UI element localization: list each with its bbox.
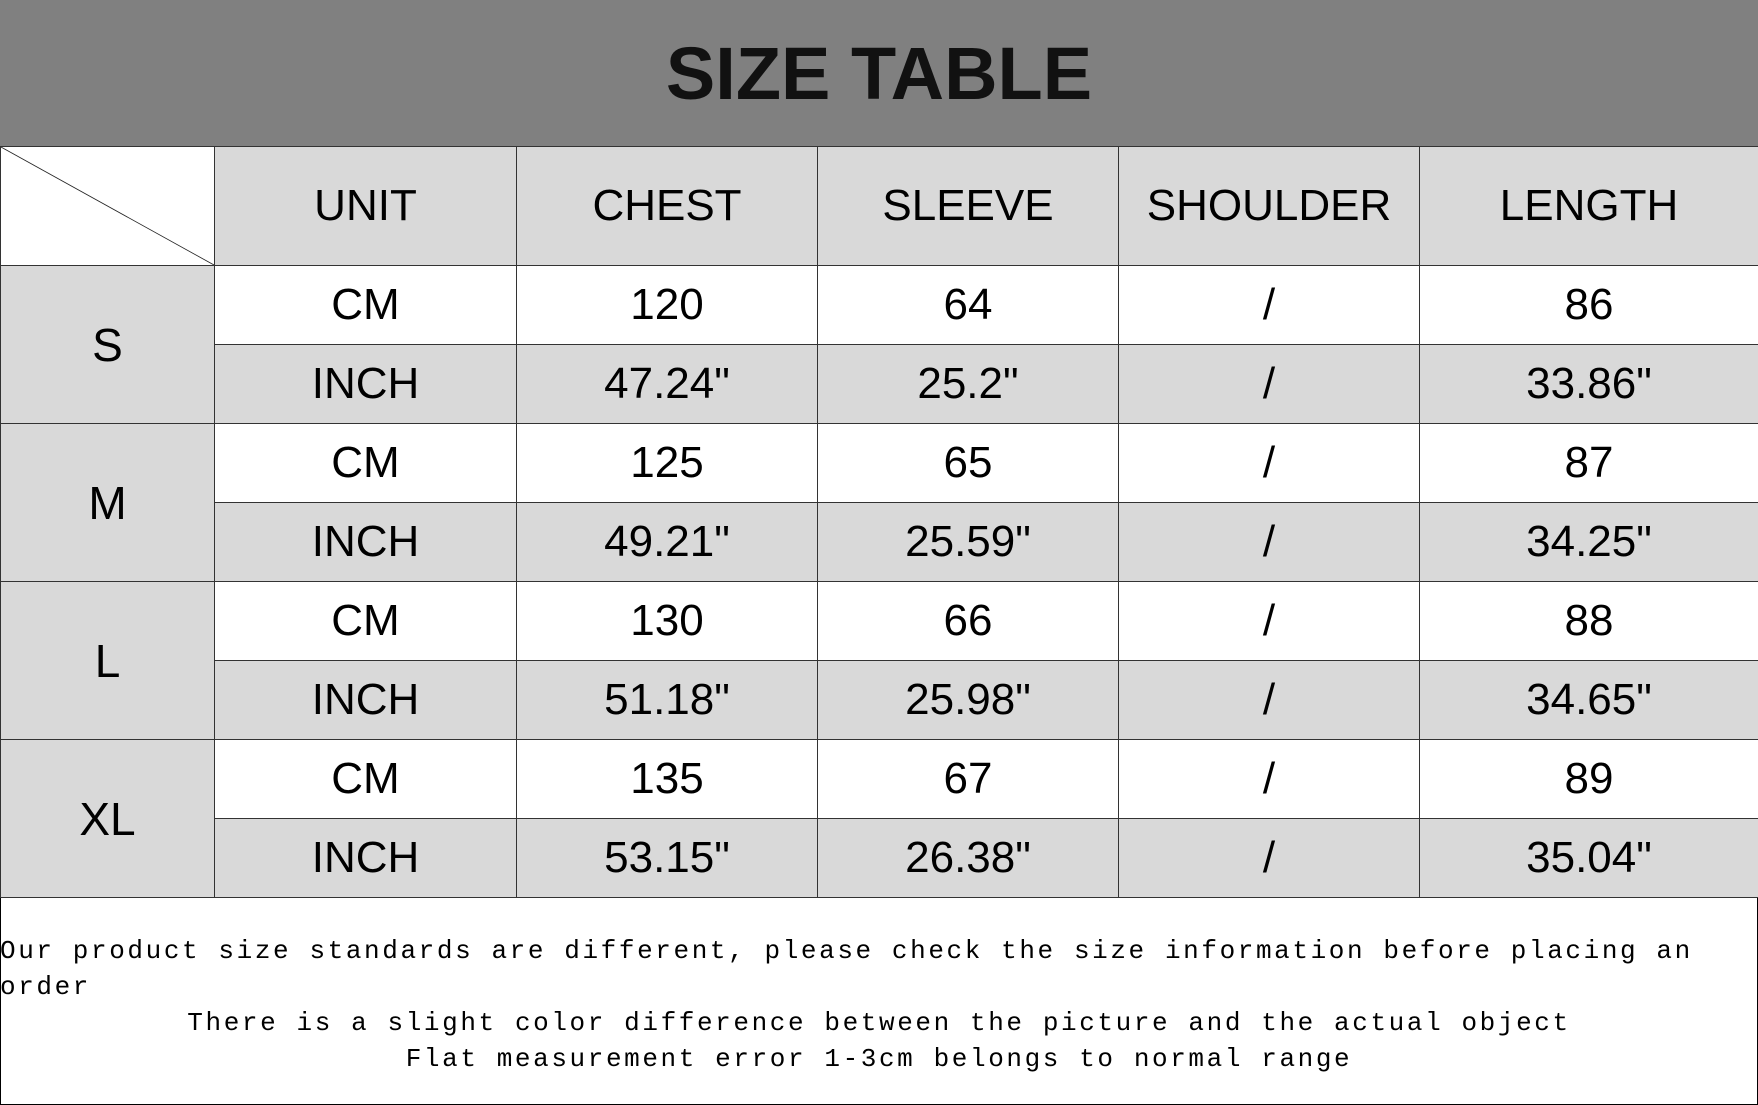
corner-cell xyxy=(0,146,215,266)
table-row: XL CM 135 67/89 xyxy=(0,739,1758,898)
value-cell: 53.15" xyxy=(516,818,818,898)
value-cell: 120 xyxy=(516,265,818,345)
value-cell: 25.2" xyxy=(817,344,1119,424)
value-cell: 88 xyxy=(1419,581,1758,661)
value-cell: / xyxy=(1118,739,1420,819)
value-cell: 64 xyxy=(817,265,1119,345)
value-cell: 26.38" xyxy=(817,818,1119,898)
page-title: SIZE TABLE xyxy=(0,0,1758,148)
value-cell: 49.21" xyxy=(516,502,818,582)
table-row: INCH 49.21" 25.59"/34.25" xyxy=(1,502,1758,582)
note: Flat measurement error 1-3cm belongs to … xyxy=(405,1044,1353,1074)
header-chest: CHEST xyxy=(516,146,818,266)
size-label: M xyxy=(0,423,215,582)
unit-cell: INCH xyxy=(214,502,517,582)
unit-cell: CM xyxy=(214,265,517,345)
size-table: UNIT CHEST SLEEVE SHOULDER LENGTH S CM 120… xyxy=(0,146,1758,898)
value-cell: 33.86" xyxy=(1419,344,1758,424)
value-cell: 25.98" xyxy=(817,660,1119,740)
table-row: INCH 51.18" 25.98"/34.65" xyxy=(1,660,1758,740)
table-row: M CM 125 65/87 xyxy=(0,423,1758,582)
value-cell: 47.24" xyxy=(516,344,818,424)
unit-cell: INCH xyxy=(214,660,517,740)
footer-notes: Our product size standards are different… xyxy=(0,907,1758,1103)
value-cell: 35.04" xyxy=(1419,818,1758,898)
unit-cell: CM xyxy=(214,581,517,661)
value-cell: 34.25" xyxy=(1419,502,1758,582)
value-cell: 67 xyxy=(817,739,1119,819)
value-cell: / xyxy=(1118,502,1420,582)
value-cell: 51.18" xyxy=(516,660,818,740)
value-cell: / xyxy=(1118,581,1420,661)
note: Our product size standards are different… xyxy=(0,936,1693,1002)
table-row: INCH 47.24" 25.2"/33.86" xyxy=(1,344,1758,424)
value-cell: 66 xyxy=(817,581,1119,661)
value-cell: 65 xyxy=(817,423,1119,503)
value-cell: 86 xyxy=(1419,265,1758,345)
value-cell: / xyxy=(1118,423,1420,503)
value-cell: 25.59" xyxy=(817,502,1119,582)
header-length: LENGTH xyxy=(1419,146,1758,266)
value-cell: 89 xyxy=(1419,739,1758,819)
value-cell: 130 xyxy=(516,581,818,661)
note: There is a slight color difference betwe… xyxy=(187,1008,1571,1038)
value-cell: / xyxy=(1118,660,1420,740)
unit-cell: INCH xyxy=(214,344,517,424)
size-label: S xyxy=(0,265,215,424)
table-row: L CM 130 66/88 xyxy=(0,581,1758,740)
table-row: S CM 120 64/86 xyxy=(0,265,1758,424)
header-sleeve: SLEEVE xyxy=(817,146,1119,266)
value-cell: 87 xyxy=(1419,423,1758,503)
unit-cell: CM xyxy=(214,739,517,819)
size-label: XL xyxy=(0,739,215,898)
unit-cell: INCH xyxy=(214,818,517,898)
value-cell: 34.65" xyxy=(1419,660,1758,740)
value-cell: / xyxy=(1118,265,1420,345)
header-shoulder: SHOULDER xyxy=(1118,146,1420,266)
unit-cell: CM xyxy=(214,423,517,503)
value-cell: 135 xyxy=(516,739,818,819)
header-row: UNIT CHEST SLEEVE SHOULDER LENGTH xyxy=(0,146,1758,266)
table-row: INCH 53.15" 26.38"/35.04" xyxy=(1,818,1758,898)
value-cell: 125 xyxy=(516,423,818,503)
value-cell: / xyxy=(1118,344,1420,424)
header-unit: UNIT xyxy=(214,146,517,266)
size-label: L xyxy=(0,581,215,740)
value-cell: / xyxy=(1118,818,1420,898)
